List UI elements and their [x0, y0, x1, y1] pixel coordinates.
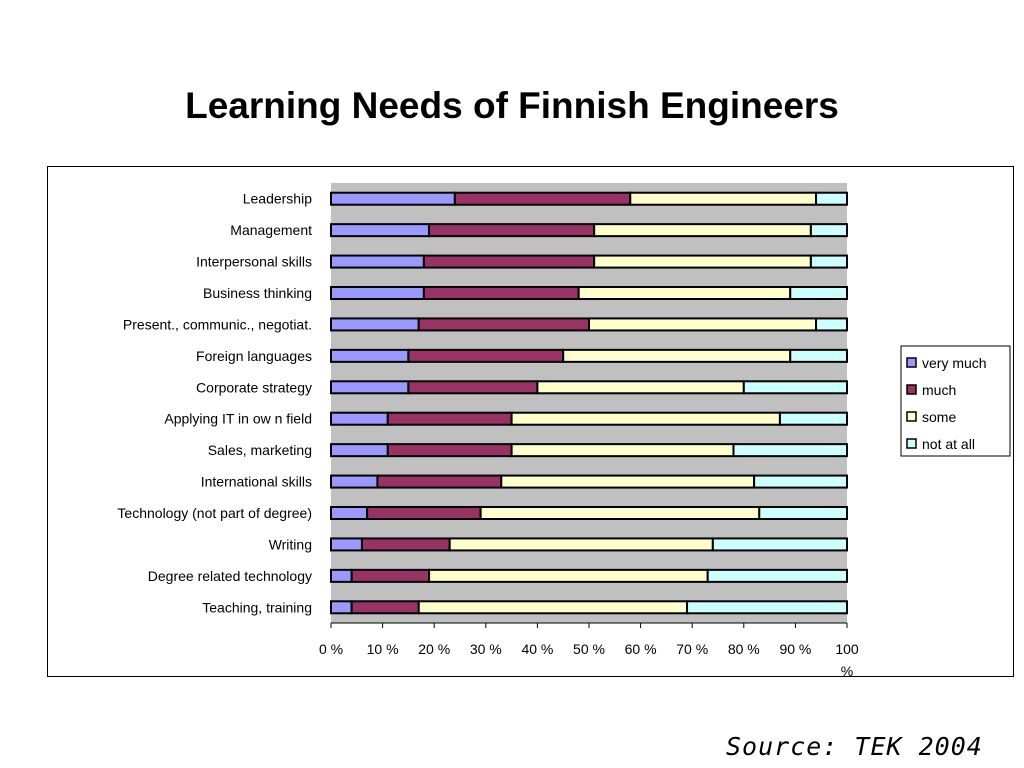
bar-segment: [562, 348, 792, 363]
bar-segment: [330, 191, 456, 206]
legend-swatch: [906, 411, 917, 422]
bar-segment: [500, 474, 756, 489]
bar-segment: [809, 223, 849, 238]
bar-segment: [428, 223, 596, 238]
bar-segment: [753, 474, 848, 489]
category-label: Leadership: [243, 191, 312, 207]
bar-segment: [360, 537, 451, 552]
category-label: Degree related technology: [148, 568, 312, 584]
legend-label: very much: [922, 355, 987, 371]
x-tick-label: 80 %: [728, 641, 760, 657]
category-label: Present., communic., negotiat.: [123, 316, 312, 332]
bar-segment: [593, 254, 812, 269]
legend-swatch: [906, 438, 917, 449]
bar-segment: [407, 348, 565, 363]
category-label: Teaching, training: [202, 599, 312, 615]
bar-segment: [407, 380, 539, 395]
bar-segment: [758, 506, 849, 520]
bar-segment: [330, 254, 425, 269]
category-label: Foreign languages: [196, 348, 312, 364]
source-note: Source: TEK 2004: [726, 732, 983, 761]
bar-segment: [742, 380, 848, 395]
category-label: International skills: [201, 474, 312, 490]
stacked-bar-chart: Leadership Management Interpersonal skills…: [117, 183, 1011, 676]
bar-segment: [330, 317, 420, 332]
bar-segment: [778, 411, 848, 426]
x-tick-label: 100: [835, 641, 859, 657]
bar-segment: [376, 474, 503, 489]
legend-box: [900, 345, 1011, 457]
bar-segment: [386, 443, 513, 458]
x-tick-label: 40 %: [521, 641, 553, 657]
bar-segment: [536, 380, 745, 395]
legend-swatch: [906, 357, 917, 368]
category-label: Interpersonal skills: [196, 254, 312, 270]
x-tick-label: 20 %: [418, 641, 450, 657]
bar-segment: [330, 443, 389, 458]
x-tick-label-suffix: %: [841, 663, 853, 676]
bar-segment: [330, 380, 410, 395]
bar-segment: [330, 506, 369, 520]
bar-segment: [350, 600, 420, 615]
bar-segment: [510, 411, 781, 426]
x-tick-label: 0 %: [319, 641, 343, 657]
x-tick-label: 70 %: [676, 641, 708, 657]
x-tick-label: 10 %: [367, 641, 399, 657]
bar-segment: [330, 223, 431, 238]
bar-segment: [330, 411, 389, 426]
bar-segment: [479, 506, 761, 520]
bar-segment: [789, 286, 848, 300]
bar-segment: [386, 411, 513, 426]
bar-segment: [809, 254, 849, 269]
bar-segment: [789, 348, 848, 363]
x-tick-label: 90 %: [779, 641, 811, 657]
bar-segment: [815, 317, 848, 332]
legend-label: not at all: [922, 436, 975, 452]
bar-segment: [588, 317, 818, 332]
bar-segment: [366, 506, 482, 520]
legend-swatch: [906, 384, 917, 395]
x-tick-label: 60 %: [625, 641, 657, 657]
bar-segment: [330, 568, 353, 583]
bar-segment: [417, 600, 689, 615]
plot-background: [331, 183, 847, 623]
bar-segment: [330, 348, 410, 363]
bar-segment: [629, 191, 818, 206]
bar-segment: [686, 600, 848, 615]
category-label: Technology (not part of degree): [117, 505, 312, 521]
bar-segment: [448, 537, 714, 552]
x-tick-label: 30 %: [470, 641, 502, 657]
category-label: Business thinking: [203, 285, 312, 301]
bar-segment: [428, 568, 709, 583]
bar-segment: [706, 568, 848, 583]
legend-label: some: [922, 409, 956, 425]
bar-segment: [330, 286, 425, 300]
category-label: Corporate strategy: [196, 379, 312, 395]
bar-segment: [510, 443, 735, 458]
legend-label: much: [922, 382, 956, 398]
bar-segment: [732, 443, 848, 458]
bar-segment: [593, 223, 812, 238]
bar-segment: [422, 254, 596, 269]
category-label: Writing: [269, 536, 312, 552]
category-label: Applying IT in ow n field: [164, 411, 312, 427]
bar-segment: [815, 191, 848, 206]
slide-title: Learning Needs of Finnish Engineers: [185, 85, 839, 126]
bar-segment: [330, 537, 363, 552]
bar-segment: [350, 568, 431, 583]
bar-segment: [330, 600, 353, 615]
bar-segment: [711, 537, 849, 552]
category-label: Management: [230, 222, 312, 238]
x-tick-label: 50 %: [573, 641, 605, 657]
category-label: Sales, marketing: [208, 442, 312, 458]
bar-segment: [422, 286, 580, 300]
chart-frame: Leadership Management Interpersonal skills…: [47, 166, 1014, 677]
bar-segment: [453, 191, 632, 206]
bar-segment: [330, 474, 379, 489]
bar-segment: [577, 286, 792, 300]
bar-segment: [417, 317, 590, 332]
